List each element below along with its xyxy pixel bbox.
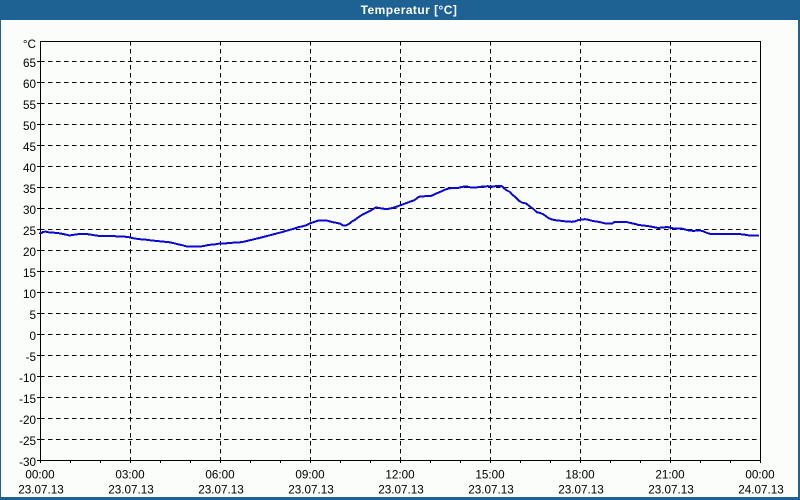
svg-text:10: 10: [23, 288, 37, 301]
svg-text:06:00: 06:00: [205, 469, 235, 482]
svg-text:24.07.13: 24.07.13: [738, 484, 784, 497]
svg-text:65: 65: [23, 57, 37, 70]
svg-text:23.07.13: 23.07.13: [198, 484, 244, 497]
svg-text:-20: -20: [19, 414, 36, 427]
svg-text:23.07.13: 23.07.13: [108, 484, 154, 497]
svg-text:03:00: 03:00: [115, 469, 145, 482]
svg-text:-25: -25: [19, 435, 36, 448]
svg-text:35: 35: [23, 183, 37, 196]
svg-text:23.07.13: 23.07.13: [288, 484, 334, 497]
svg-text:00:00: 00:00: [25, 469, 55, 482]
svg-text:°C: °C: [23, 38, 36, 51]
svg-text:50: 50: [23, 120, 37, 133]
svg-text:23.07.13: 23.07.13: [648, 484, 694, 497]
svg-text:23.07.13: 23.07.13: [378, 484, 424, 497]
svg-text:23.07.13: 23.07.13: [558, 484, 604, 497]
svg-text:-30: -30: [19, 456, 36, 469]
svg-text:23.07.13: 23.07.13: [18, 484, 64, 497]
svg-text:0: 0: [29, 330, 36, 343]
svg-text:-10: -10: [19, 372, 36, 385]
svg-text:45: 45: [23, 141, 37, 154]
svg-text:5: 5: [29, 309, 36, 322]
svg-text:23.07.13: 23.07.13: [468, 484, 514, 497]
svg-text:15:00: 15:00: [475, 469, 505, 482]
svg-text:20: 20: [23, 246, 37, 259]
svg-text:30: 30: [23, 204, 37, 217]
svg-text:60: 60: [23, 78, 37, 91]
svg-text:00:00: 00:00: [745, 469, 775, 482]
svg-text:21:00: 21:00: [655, 469, 685, 482]
svg-text:12:00: 12:00: [385, 469, 415, 482]
svg-text:15: 15: [23, 267, 37, 280]
svg-text:09:00: 09:00: [295, 469, 325, 482]
svg-text:-5: -5: [26, 351, 37, 364]
svg-text:-15: -15: [19, 393, 36, 406]
svg-text:55: 55: [23, 99, 37, 112]
svg-text:18:00: 18:00: [565, 469, 595, 482]
svg-text:40: 40: [23, 162, 37, 175]
svg-text:25: 25: [23, 225, 37, 238]
